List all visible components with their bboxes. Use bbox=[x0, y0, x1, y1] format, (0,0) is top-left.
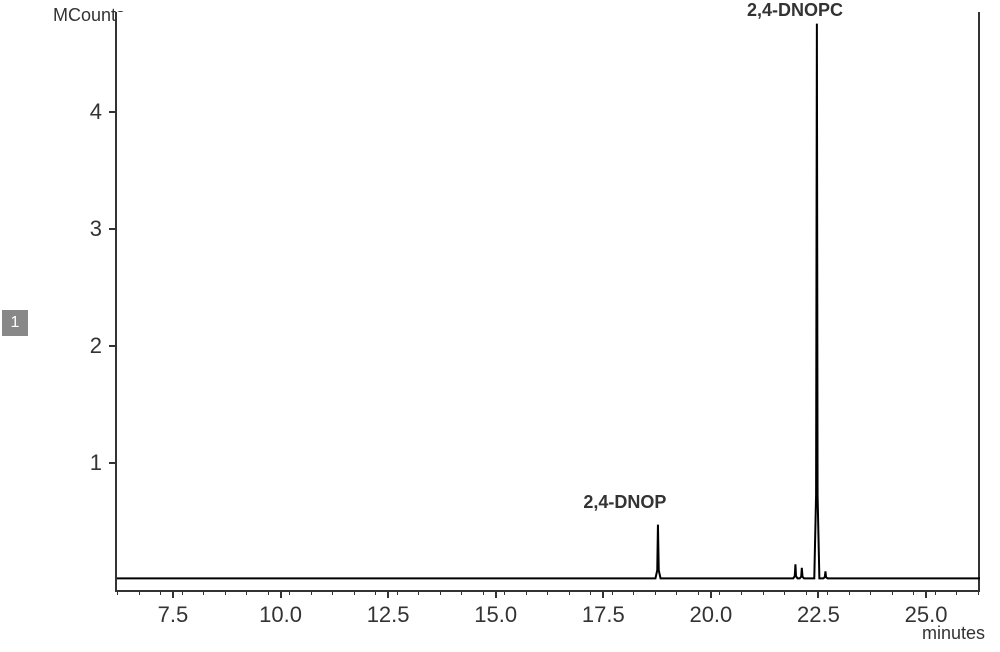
x-tick-minor bbox=[203, 590, 204, 595]
x-tick bbox=[387, 590, 389, 598]
x-tick bbox=[710, 590, 712, 598]
x-tick-label: 12.5 bbox=[367, 602, 410, 628]
x-tick-minor bbox=[913, 590, 914, 595]
x-tick-minor bbox=[268, 590, 269, 595]
x-tick-label: 7.5 bbox=[158, 602, 189, 628]
x-tick-minor bbox=[547, 590, 548, 595]
chromatogram-path bbox=[117, 24, 980, 579]
x-tick-minor bbox=[139, 590, 140, 595]
plot-area: 12347.510.012.515.017.520.022.525.02,4-D… bbox=[115, 12, 980, 592]
y-tick bbox=[109, 345, 117, 347]
x-tick-minor bbox=[741, 590, 742, 595]
x-tick-minor bbox=[590, 590, 591, 595]
x-tick-minor bbox=[978, 590, 979, 595]
x-tick-minor bbox=[676, 590, 677, 595]
x-tick-minor bbox=[956, 590, 957, 595]
x-tick-minor bbox=[225, 590, 226, 595]
x-tick-minor bbox=[633, 590, 634, 595]
chromatogram-line bbox=[117, 12, 980, 590]
x-tick bbox=[602, 590, 604, 598]
x-tick-minor bbox=[311, 590, 312, 595]
x-tick-minor bbox=[504, 590, 505, 595]
x-tick-minor bbox=[375, 590, 376, 595]
chart-container: MCounts minutes 1 12347.510.012.515.017.… bbox=[0, 0, 1000, 652]
x-tick-minor bbox=[332, 590, 333, 595]
x-tick-minor bbox=[612, 590, 613, 595]
x-tick-minor bbox=[289, 590, 290, 595]
x-tick-minor bbox=[246, 590, 247, 595]
y-tick-label: 4 bbox=[90, 99, 102, 125]
peak-label: 2,4-DNOP bbox=[583, 492, 666, 513]
x-tick-minor bbox=[461, 590, 462, 595]
x-tick-label: 10.0 bbox=[259, 602, 302, 628]
y-tick-label: 1 bbox=[90, 450, 102, 476]
x-tick-minor bbox=[440, 590, 441, 595]
y-tick bbox=[109, 228, 117, 230]
peak-label: 2,4-DNOPC bbox=[747, 0, 843, 21]
x-tick-minor bbox=[160, 590, 161, 595]
y-tick bbox=[109, 111, 117, 113]
x-tick-label: 17.5 bbox=[582, 602, 625, 628]
x-tick bbox=[172, 590, 174, 598]
x-tick-minor bbox=[870, 590, 871, 595]
x-tick-minor bbox=[806, 590, 807, 595]
x-tick-label: 22.5 bbox=[797, 602, 840, 628]
x-tick-minor bbox=[849, 590, 850, 595]
x-tick-minor bbox=[354, 590, 355, 595]
side-badge: 1 bbox=[2, 310, 28, 336]
x-tick-minor bbox=[719, 590, 720, 595]
x-tick bbox=[280, 590, 282, 598]
x-tick-minor bbox=[784, 590, 785, 595]
x-tick-minor bbox=[483, 590, 484, 595]
x-tick-minor bbox=[418, 590, 419, 595]
x-tick-minor bbox=[698, 590, 699, 595]
x-tick-minor bbox=[655, 590, 656, 595]
x-tick bbox=[925, 590, 927, 598]
x-tick-minor bbox=[935, 590, 936, 595]
x-tick-minor bbox=[117, 590, 118, 595]
x-tick-minor bbox=[892, 590, 893, 595]
x-tick-minor bbox=[182, 590, 183, 595]
x-tick bbox=[495, 590, 497, 598]
x-tick-label: 25.0 bbox=[905, 602, 948, 628]
x-tick-minor bbox=[526, 590, 527, 595]
x-tick-minor bbox=[569, 590, 570, 595]
x-tick bbox=[817, 590, 819, 598]
y-tick-label: 3 bbox=[90, 216, 102, 242]
x-tick-minor bbox=[397, 590, 398, 595]
x-tick-label: 20.0 bbox=[689, 602, 732, 628]
y-tick-label: 2 bbox=[90, 333, 102, 359]
x-tick-label: 15.0 bbox=[474, 602, 517, 628]
y-tick bbox=[109, 462, 117, 464]
x-tick-minor bbox=[763, 590, 764, 595]
x-tick-minor bbox=[827, 590, 828, 595]
